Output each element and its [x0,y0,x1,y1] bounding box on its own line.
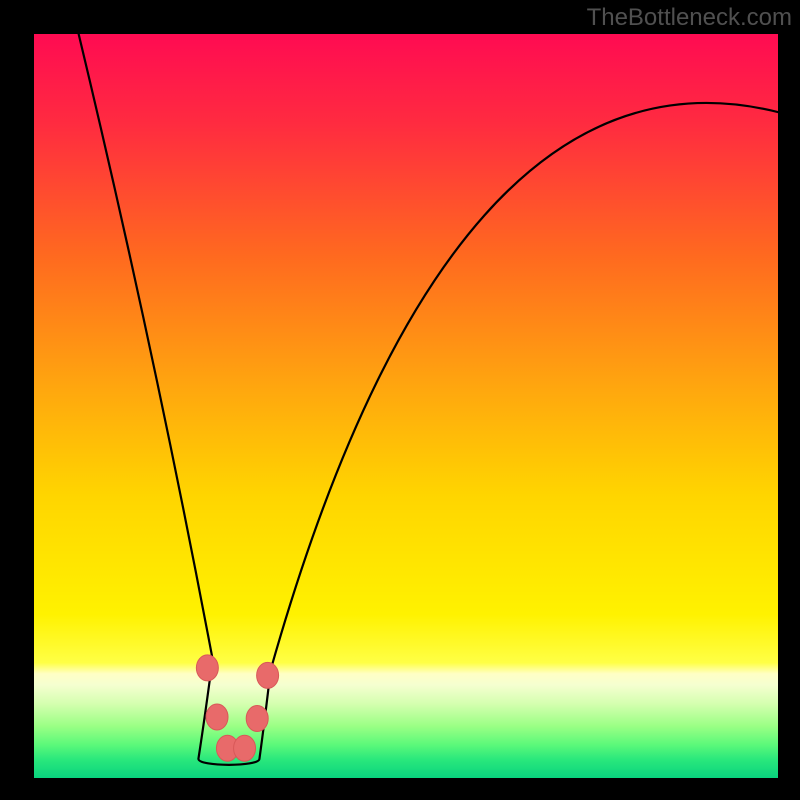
data-marker [234,735,256,761]
data-marker [257,662,279,688]
data-marker [196,655,218,681]
plot-svg [34,34,778,778]
data-marker [206,704,228,730]
watermark-text: TheBottleneck.com [587,4,792,32]
chart-root: TheBottleneck.com [0,0,800,800]
gradient-background [34,34,778,778]
plot-area [34,34,778,778]
data-marker [246,705,268,731]
